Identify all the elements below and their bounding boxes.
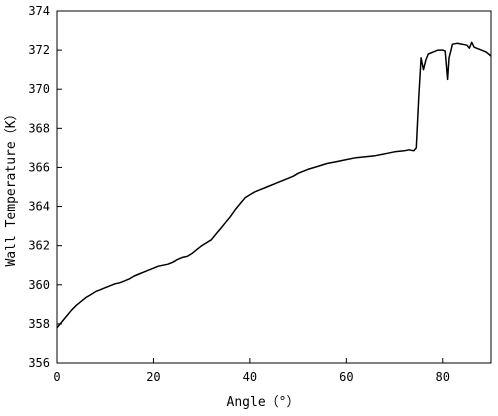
y-tick-label: 366	[28, 160, 50, 174]
y-axis-title: Wall Temperature（K）	[4, 107, 19, 266]
y-tick-label: 368	[28, 121, 50, 135]
y-tick-label: 360	[28, 278, 50, 292]
x-axis-ticks: 0 20 40 60 80	[53, 358, 450, 384]
x-tick-label: 0	[53, 370, 60, 384]
x-tick-label: 80	[436, 370, 450, 384]
y-tick-label: 362	[28, 239, 50, 253]
y-tick-label: 358	[28, 317, 50, 331]
plot-frame	[56, 10, 492, 364]
y-tick-label: 374	[28, 4, 50, 18]
y-tick-label: 370	[28, 82, 50, 96]
y-tick-label: 356	[28, 356, 50, 370]
series-line	[56, 41, 492, 329]
y-tick-label: 372	[28, 43, 50, 57]
series-layer	[56, 41, 492, 329]
x-axis-title: Angle（°）	[227, 395, 300, 410]
y-tick-label: 364	[28, 200, 50, 214]
x-tick-label: 40	[243, 370, 257, 384]
x-tick-label: 60	[339, 370, 353, 384]
y-axis-ticks: 356 358 360 362 364 366 368 370 372 374	[28, 4, 62, 370]
x-tick-label: 20	[146, 370, 160, 384]
